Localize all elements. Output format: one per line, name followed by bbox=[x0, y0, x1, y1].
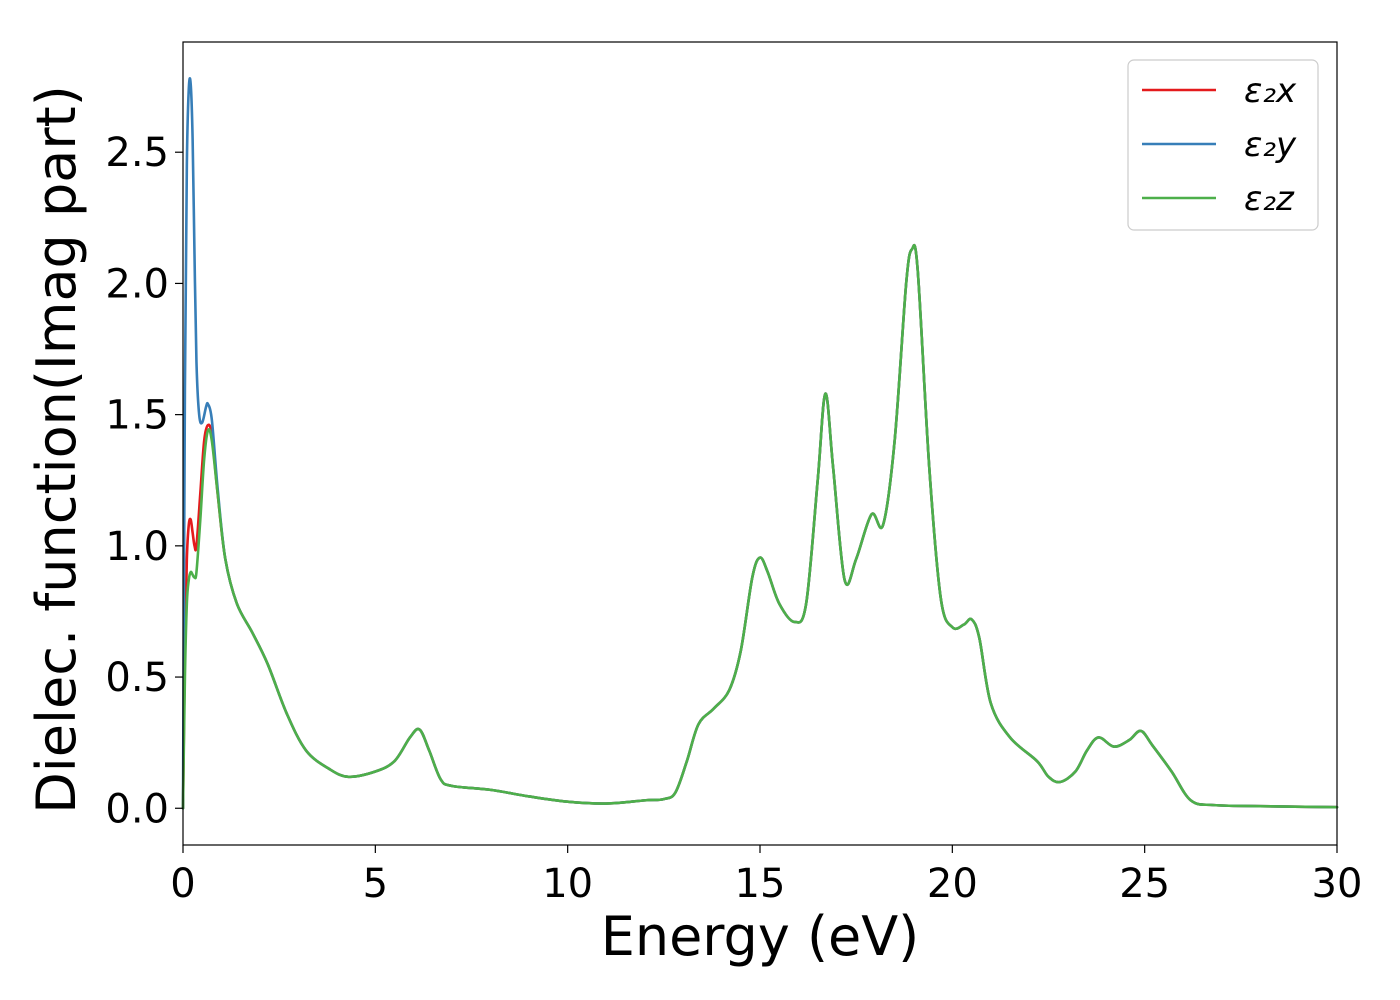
legend-label: ε₂x bbox=[1244, 71, 1297, 111]
x-tick-label: 25 bbox=[1119, 861, 1170, 907]
legend: ε₂x ε₂y ε₂z bbox=[1127, 59, 1319, 231]
x-axis-label: Energy (eV) bbox=[601, 905, 920, 968]
series-layer bbox=[181, 77, 1339, 810]
y-tick-label: 0.0 bbox=[105, 786, 169, 832]
legend-label: ε₂z bbox=[1244, 179, 1295, 219]
x-axis-ticks: 0 5 10 15 20 25 30 bbox=[170, 845, 1362, 907]
y-tick-label: 2.0 bbox=[105, 261, 169, 307]
x-tick-label: 15 bbox=[735, 861, 786, 907]
x-tick-label: 10 bbox=[542, 861, 593, 907]
legend-label: ε₂y bbox=[1244, 125, 1297, 165]
x-tick-label: 30 bbox=[1312, 861, 1363, 907]
y-axis-ticks: 0.0 0.5 1.0 1.5 2.0 2.5 bbox=[105, 130, 183, 832]
x-tick-label: 20 bbox=[927, 861, 978, 907]
series-line-2 bbox=[181, 244, 1339, 810]
x-tick-label: 0 bbox=[170, 861, 195, 907]
y-tick-label: 2.5 bbox=[105, 130, 169, 176]
legend-box bbox=[1127, 59, 1319, 231]
y-tick-label: 1.0 bbox=[105, 524, 169, 570]
x-tick-label: 5 bbox=[363, 861, 388, 907]
y-tick-label: 1.5 bbox=[105, 393, 169, 439]
y-axis-label: Dielec. function(Imag part) bbox=[25, 85, 88, 814]
y-tick-label: 0.5 bbox=[105, 655, 169, 701]
